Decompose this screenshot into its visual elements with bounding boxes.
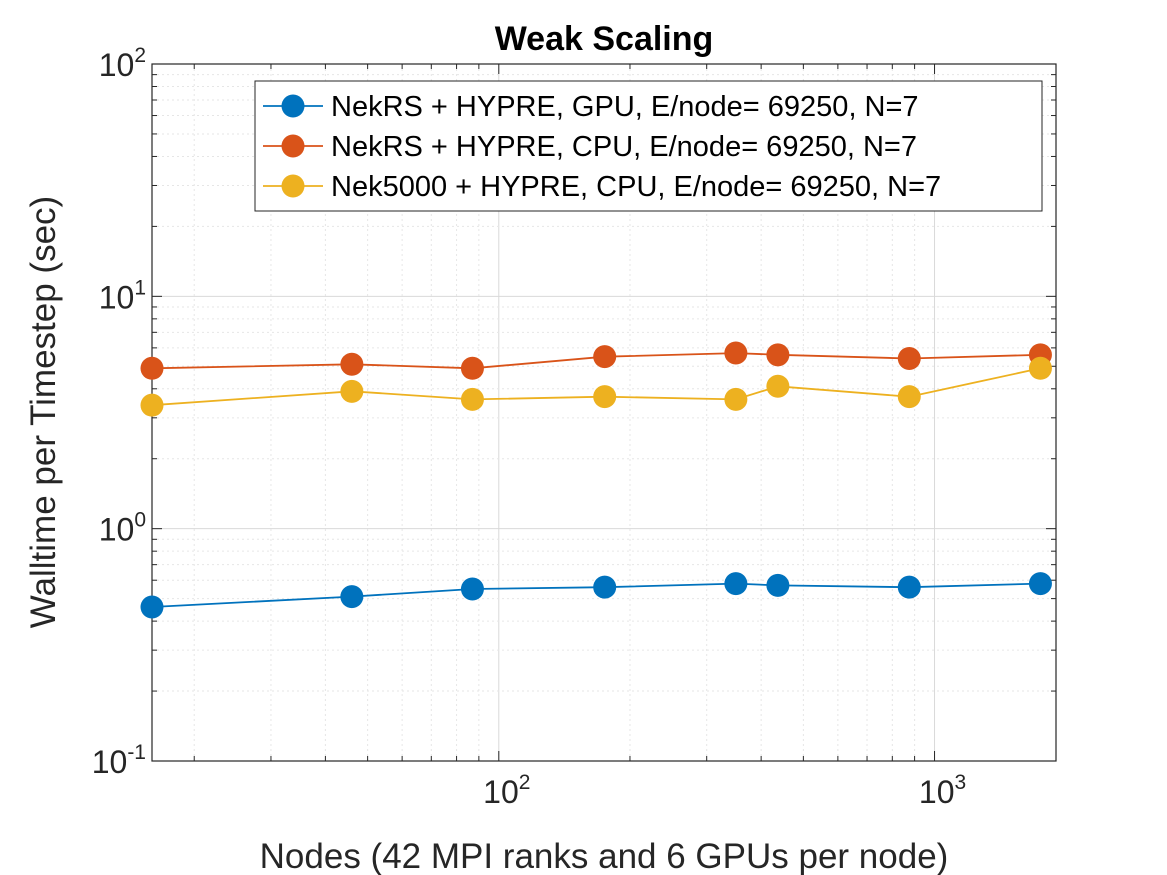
legend-box: [254, 80, 1043, 212]
y-tick-label: 100: [99, 509, 146, 548]
chart-title: Weak Scaling: [495, 20, 714, 58]
data-point: [1028, 572, 1052, 596]
series-line: [151, 352, 1041, 370]
x-axis-label: Nodes (42 MPI ranks and 6 GPUs per node): [260, 837, 949, 875]
x-tick-label: 102: [483, 771, 530, 810]
data-point: [897, 385, 921, 409]
data-point: [1028, 356, 1052, 380]
y-tick-label: 102: [99, 44, 146, 83]
legend-marker: [281, 134, 305, 158]
series-line: [151, 367, 1041, 407]
data-point: [766, 374, 790, 398]
legend-marker: [281, 94, 305, 118]
axis-ticks: 102 103 10-1 100 101 102: [92, 44, 1056, 810]
data-point: [140, 595, 164, 619]
y-axis-label: Walltime per Timestep (sec): [24, 196, 63, 628]
data-point: [593, 575, 617, 599]
data-point: [724, 387, 748, 411]
data-point: [766, 573, 790, 597]
legend-label: Nek5000 + HYPRE, CPU, E/node= 69250, N=7: [331, 171, 941, 203]
data-point: [897, 575, 921, 599]
data-point: [340, 585, 364, 609]
legend-label: NekRS + HYPRE, CPU, E/node= 69250, N=7: [331, 131, 917, 163]
data-point: [593, 345, 617, 369]
y-tick-label: 101: [99, 276, 146, 315]
series-group: [140, 341, 1052, 619]
data-point: [340, 352, 364, 376]
data-point: [460, 577, 484, 601]
data-point: [724, 572, 748, 596]
data-point: [593, 385, 617, 409]
data-point: [766, 343, 790, 367]
data-point: [897, 347, 921, 371]
series-line: [151, 582, 1041, 608]
y-tick-label: 10-1: [92, 741, 146, 780]
series-1: [140, 572, 1052, 619]
data-point: [724, 341, 748, 365]
series-2: [140, 341, 1052, 380]
data-point: [140, 393, 164, 417]
data-point: [460, 356, 484, 380]
data-point: [460, 387, 484, 411]
series-3: [140, 356, 1052, 417]
data-point: [340, 379, 364, 403]
legend-marker: [281, 174, 305, 198]
x-tick-label: 103: [919, 771, 966, 810]
legend: NekRS + HYPRE, GPU, E/node= 69250, N=7 Ne…: [254, 80, 1043, 212]
legend-label: NekRS + HYPRE, GPU, E/node= 69250, N=7: [331, 91, 919, 123]
data-point: [140, 356, 164, 380]
